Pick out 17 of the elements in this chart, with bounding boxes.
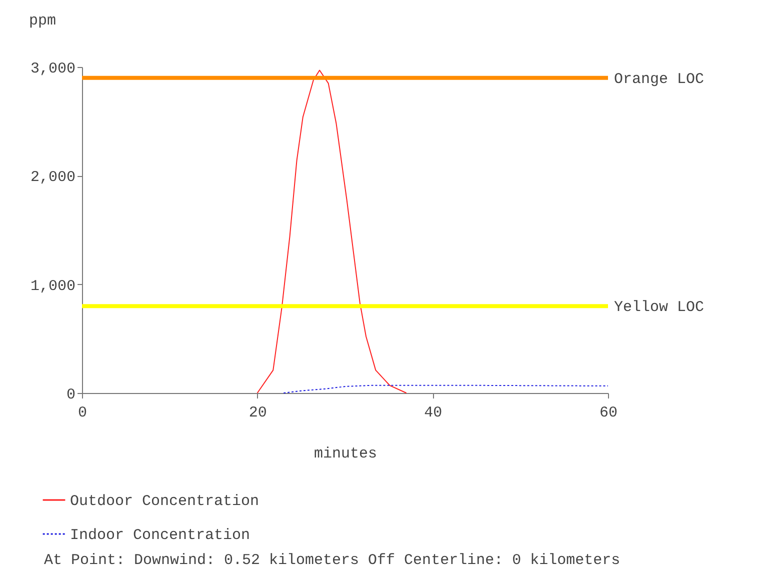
y-tick-label: 1,000 — [30, 278, 76, 295]
y-tick-label: 0 — [66, 386, 76, 404]
y-tick-label: 3,000 — [30, 60, 76, 78]
x-tick-label: 60 — [599, 404, 618, 422]
ref-line-label: Yellow LOC — [614, 299, 704, 316]
x-tick-label: 20 — [248, 404, 267, 422]
y-axis-title: ppm — [28, 12, 56, 30]
x-tick-label: 40 — [424, 404, 442, 422]
legend-label: Outdoor Concentration — [70, 493, 260, 510]
legend-label: Indoor Concentration — [70, 527, 250, 544]
y-tick-label: 2,000 — [30, 169, 76, 186]
line-series — [256, 70, 407, 394]
text: At Point: Downwind: 0.52 kilometers Off Centerline: 0 kilometers — [44, 552, 620, 569]
x-axis-title: minutes — [314, 446, 378, 462]
x-tick-label: 0 — [78, 404, 88, 422]
ref-line-label: Orange LOC — [614, 70, 704, 88]
line-series — [283, 384, 608, 394]
